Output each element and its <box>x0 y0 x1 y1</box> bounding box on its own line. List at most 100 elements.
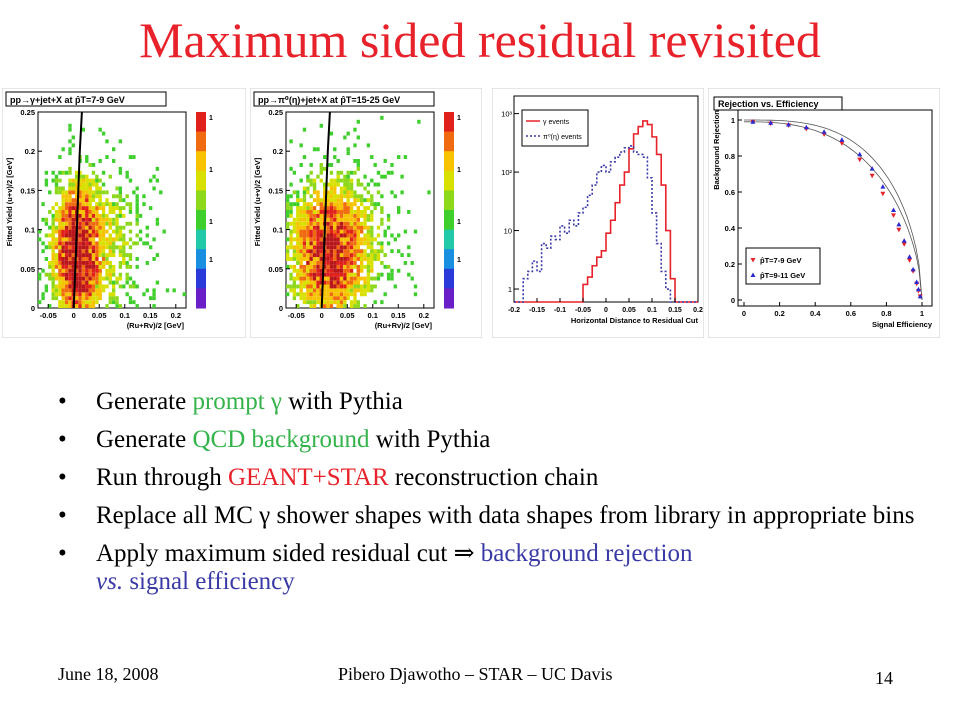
heatmap-cell <box>356 217 360 222</box>
heatmap-cell <box>85 202 89 207</box>
heatmap-cell <box>292 249 297 254</box>
heatmap-cell <box>68 292 72 297</box>
heatmap-cell <box>78 186 82 191</box>
heatmap-cell <box>115 229 119 234</box>
heatmap-cell <box>132 155 136 160</box>
heatmap-cell <box>319 249 323 254</box>
heatmap-cell <box>44 170 49 175</box>
heatmap-cell <box>81 253 86 258</box>
heatmap-cell <box>51 261 55 265</box>
heatmap-cell <box>363 241 367 246</box>
heatmap-cell <box>356 272 360 277</box>
heatmap-cell <box>118 272 123 277</box>
heatmap-cell <box>407 272 411 277</box>
heatmap-cell <box>105 213 109 218</box>
slide-title: Maximum sided residual revisited <box>139 12 821 68</box>
heatmap-cell <box>329 264 334 269</box>
heatmap-cell <box>44 233 49 238</box>
heatmap-cell <box>370 155 374 160</box>
heatmap-cell <box>88 280 92 285</box>
heatmap-cell <box>353 170 357 175</box>
heatmap-cell <box>68 178 72 183</box>
heatmap-cell <box>68 210 72 214</box>
heatmap-cell <box>356 213 360 218</box>
heatmap-cell <box>296 221 300 226</box>
heatmap-cell <box>302 206 307 211</box>
color-scale-segment <box>444 288 454 309</box>
heatmap-cell <box>299 261 303 265</box>
heatmap-cell <box>333 217 337 222</box>
heatmap-cell <box>306 280 310 285</box>
heatmap-cell <box>356 182 360 187</box>
heatmap-cell <box>356 264 360 269</box>
heatmap-cell <box>390 163 394 167</box>
heatmap-cell <box>336 233 340 238</box>
heatmap-cell <box>112 229 116 234</box>
heatmap-cell <box>326 217 330 222</box>
heatmap-cell <box>88 304 92 309</box>
heatmap-cell <box>112 296 116 301</box>
heatmap-cell <box>336 202 340 207</box>
heatmap-cell <box>339 284 344 289</box>
heatmap-cell <box>349 300 354 305</box>
heatmap-cell <box>319 229 323 234</box>
heatmap-cell <box>336 272 340 277</box>
heatmap-cell <box>68 268 72 273</box>
heatmap-cell <box>333 198 337 203</box>
heatmap-cell <box>88 249 92 254</box>
heatmap-cell <box>339 249 344 254</box>
heatmap-cell <box>296 237 300 242</box>
heatmap-cell <box>309 237 313 242</box>
heatmap-cell <box>98 213 102 218</box>
heatmap-cell <box>386 241 391 246</box>
heatmap-cell <box>54 178 59 183</box>
heatmap-cell <box>105 284 109 289</box>
heatmap-cell <box>118 264 123 269</box>
heatmap-cell <box>292 237 297 242</box>
data-point <box>839 141 845 146</box>
heatmap-cell <box>339 225 344 230</box>
heatmap-cell <box>91 178 96 183</box>
heatmap-cell <box>356 178 360 183</box>
heatmap-cell <box>339 257 344 261</box>
heatmap-cell <box>346 198 350 203</box>
heatmap-cell <box>149 296 153 301</box>
y-tick-label: 0.1 <box>25 226 35 235</box>
heatmap-cell <box>115 276 119 281</box>
heatmap-cell <box>360 288 364 293</box>
heatmap-cell <box>152 174 156 179</box>
heatmap-cell <box>135 206 139 211</box>
heatmap-cell <box>326 233 330 238</box>
color-scale-label: 1 <box>457 167 461 174</box>
heatmap-cell <box>376 276 381 281</box>
data-point <box>896 227 902 233</box>
heatmap-cell <box>68 264 72 269</box>
heatmap-cell <box>299 280 303 285</box>
heatmap-cell <box>64 276 69 281</box>
heatmap-cell <box>329 288 334 293</box>
heatmap-cell <box>289 194 293 199</box>
heatmap-cell <box>302 300 307 305</box>
x-axis-label: Horizontal Distance to Residual Cut <box>571 316 699 325</box>
heatmap-cell <box>98 202 102 207</box>
heatmap-cell <box>118 194 123 199</box>
heatmap-cell <box>289 284 293 289</box>
gamma-heatmap-panel: pp→γ+jet+X at p̂T=7-9 GeV -0.05 0 0.05 0.1 0… <box>2 88 246 338</box>
heatmap-cell <box>326 276 330 281</box>
heatmap-cell <box>81 190 86 195</box>
heatmap-cell <box>108 280 112 285</box>
heatmap-cell <box>363 174 367 179</box>
heatmap-cell <box>85 264 89 269</box>
heatmap-cell <box>75 174 79 179</box>
heatmap-cell <box>316 202 320 207</box>
heatmap-cell <box>85 233 89 238</box>
heatmap-cell <box>309 241 313 246</box>
heatmap-cell <box>309 268 313 273</box>
heatmap-cell <box>373 276 377 281</box>
heatmap-cell <box>312 182 317 187</box>
heatmap-cell <box>71 217 75 222</box>
heatmap-cell <box>370 241 374 246</box>
heatmap-cell <box>299 198 303 203</box>
heatmap-cell <box>54 229 59 234</box>
